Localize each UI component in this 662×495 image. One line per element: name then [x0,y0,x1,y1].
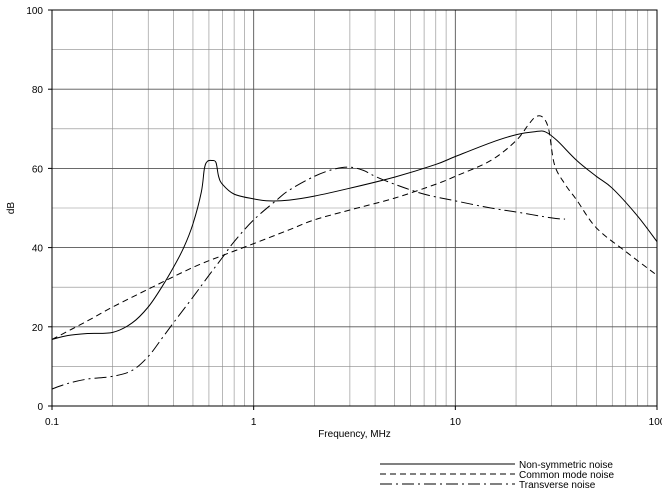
legend-label-2: Common mode noise [519,470,614,481]
x-tick-label: 0.1 [45,417,59,428]
y-axis-label: dB [6,202,17,215]
x-tick-label: 1 [251,417,257,428]
y-tick-label: 0 [37,402,43,413]
series-line-1 [51,130,658,340]
series-line-3 [51,166,566,390]
legend-label-3: Transverse noise [519,480,596,491]
y-tick-label: 20 [32,323,44,334]
y-tick-label: 100 [26,6,43,17]
y-tick-label: 80 [32,85,44,96]
x-tick-label: 100 [649,417,662,428]
x-axis-label: Frequency, MHz [318,429,391,440]
x-tick-label: 10 [450,417,462,428]
series-lines [51,115,658,390]
plot-frame [51,9,658,407]
grid-minor-lines [52,10,657,406]
x-tick-labels: 0.1 1 10 100 [45,406,662,428]
y-tick-label: 60 [32,164,44,175]
y-tick-labels: 0 20 40 60 80 100 [26,6,52,413]
y-tick-label: 40 [32,244,44,255]
legend-label-1: Non-symmetric noise [519,460,613,471]
